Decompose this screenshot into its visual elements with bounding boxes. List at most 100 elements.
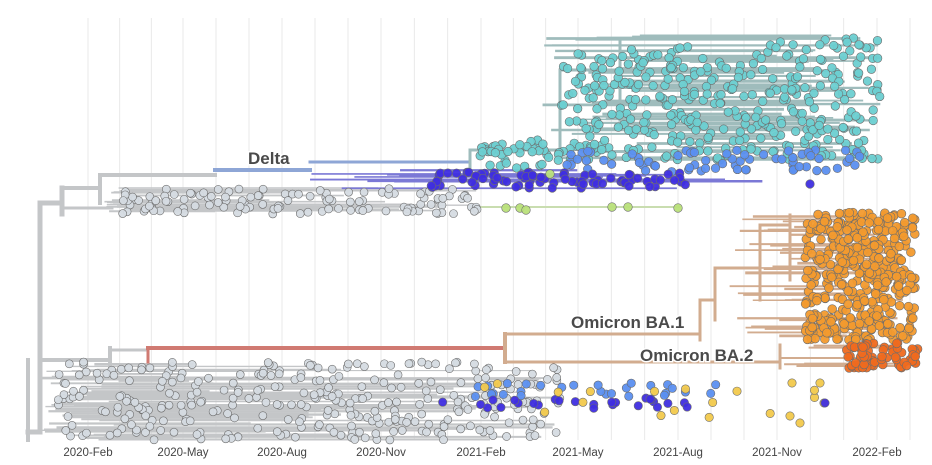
tip-marker [795,418,805,428]
tip-marker [851,126,862,136]
tip-marker [263,358,273,367]
tip-marker [607,150,617,160]
tip-marker [633,80,643,90]
tip-marker [685,137,695,147]
tip-marker [346,197,355,207]
tip-marker [354,197,364,206]
tip-marker [404,359,414,369]
tip-marker [485,426,495,435]
tip-marker [803,265,813,276]
axis-tick-label: 2020-Feb [63,447,112,459]
tip-marker [673,150,683,161]
tip-marker [79,357,88,367]
tip-marker [832,222,842,232]
tip-marker [848,255,859,266]
tip-marker [809,103,819,113]
tip-marker [782,51,792,61]
tip-marker [127,420,136,429]
tip-marker [352,359,362,368]
tip-marker [839,319,849,329]
tip-marker [765,88,775,98]
tip-marker [266,371,276,380]
tip-marker [544,152,554,162]
tip-marker [294,189,303,199]
tip-marker [746,70,756,80]
tip-marker [597,64,608,74]
tip-marker [66,431,75,441]
tip-marker [185,416,195,426]
tip-marker [756,53,766,63]
tip-marker [204,373,213,383]
tip-marker [583,146,593,156]
tip-marker [633,401,643,411]
tip-marker [614,66,624,76]
tip-marker [295,417,304,427]
tip-marker [832,163,842,173]
tip-marker [530,431,540,440]
tip-marker [689,147,699,158]
tip-marker [896,208,907,219]
tip-marker [205,200,214,210]
tip-marker [590,81,600,91]
tip-marker [689,89,700,99]
tip-marker [854,318,865,329]
tip-marker [558,100,568,110]
tip-marker [630,94,641,105]
tip-marker [874,321,885,331]
tip-marker [807,248,817,259]
tip-marker [856,52,866,62]
tip-marker [502,378,512,388]
tip-marker [600,135,610,146]
tip-marker [511,367,521,376]
tip-marker [606,389,616,399]
tip-marker [165,388,174,398]
tip-marker [69,386,78,396]
tip-markers[interactable] [53,33,923,445]
tip-marker [581,156,592,166]
tip-marker [669,405,679,415]
tip-marker [869,240,880,251]
tip-marker [538,139,548,149]
tip-marker [573,49,583,59]
tip-marker [124,363,133,373]
tip-marker [807,322,817,333]
tip-marker [836,279,847,290]
tip-marker [904,323,914,334]
tip-marker [815,54,826,64]
tip-marker [402,418,411,427]
tip-marker [821,165,831,175]
tip-marker [840,145,851,155]
tip-marker [855,151,865,162]
clade-label-delta: Delta [248,149,290,168]
tip-marker [449,209,458,218]
tip-marker [345,398,355,408]
tip-marker [900,217,910,228]
tip-marker [258,184,268,194]
tip-marker [828,230,838,241]
tip-marker [65,359,74,369]
tip-marker [631,124,641,134]
tip-marker [161,196,171,206]
tip-marker [515,140,525,150]
tip-marker [650,161,661,171]
tip-marker [758,64,768,75]
tip-marker [480,382,490,392]
tip-marker [715,98,725,109]
tip-marker [417,409,426,419]
tip-marker [151,196,161,205]
tip-marker [384,184,394,194]
tip-marker [761,115,771,125]
tip-marker [746,144,756,154]
tip-marker [680,180,690,190]
tip-marker [666,110,676,120]
tip-marker [456,378,466,387]
tip-marker [886,249,896,259]
tip-marker [439,435,448,445]
tip-marker [253,423,263,433]
tip-marker [682,402,692,412]
omicron-clade[interactable] [146,213,911,370]
tip-marker [67,421,77,430]
tip-marker [453,397,463,407]
tip-marker [589,61,599,72]
tip-marker [607,397,617,407]
